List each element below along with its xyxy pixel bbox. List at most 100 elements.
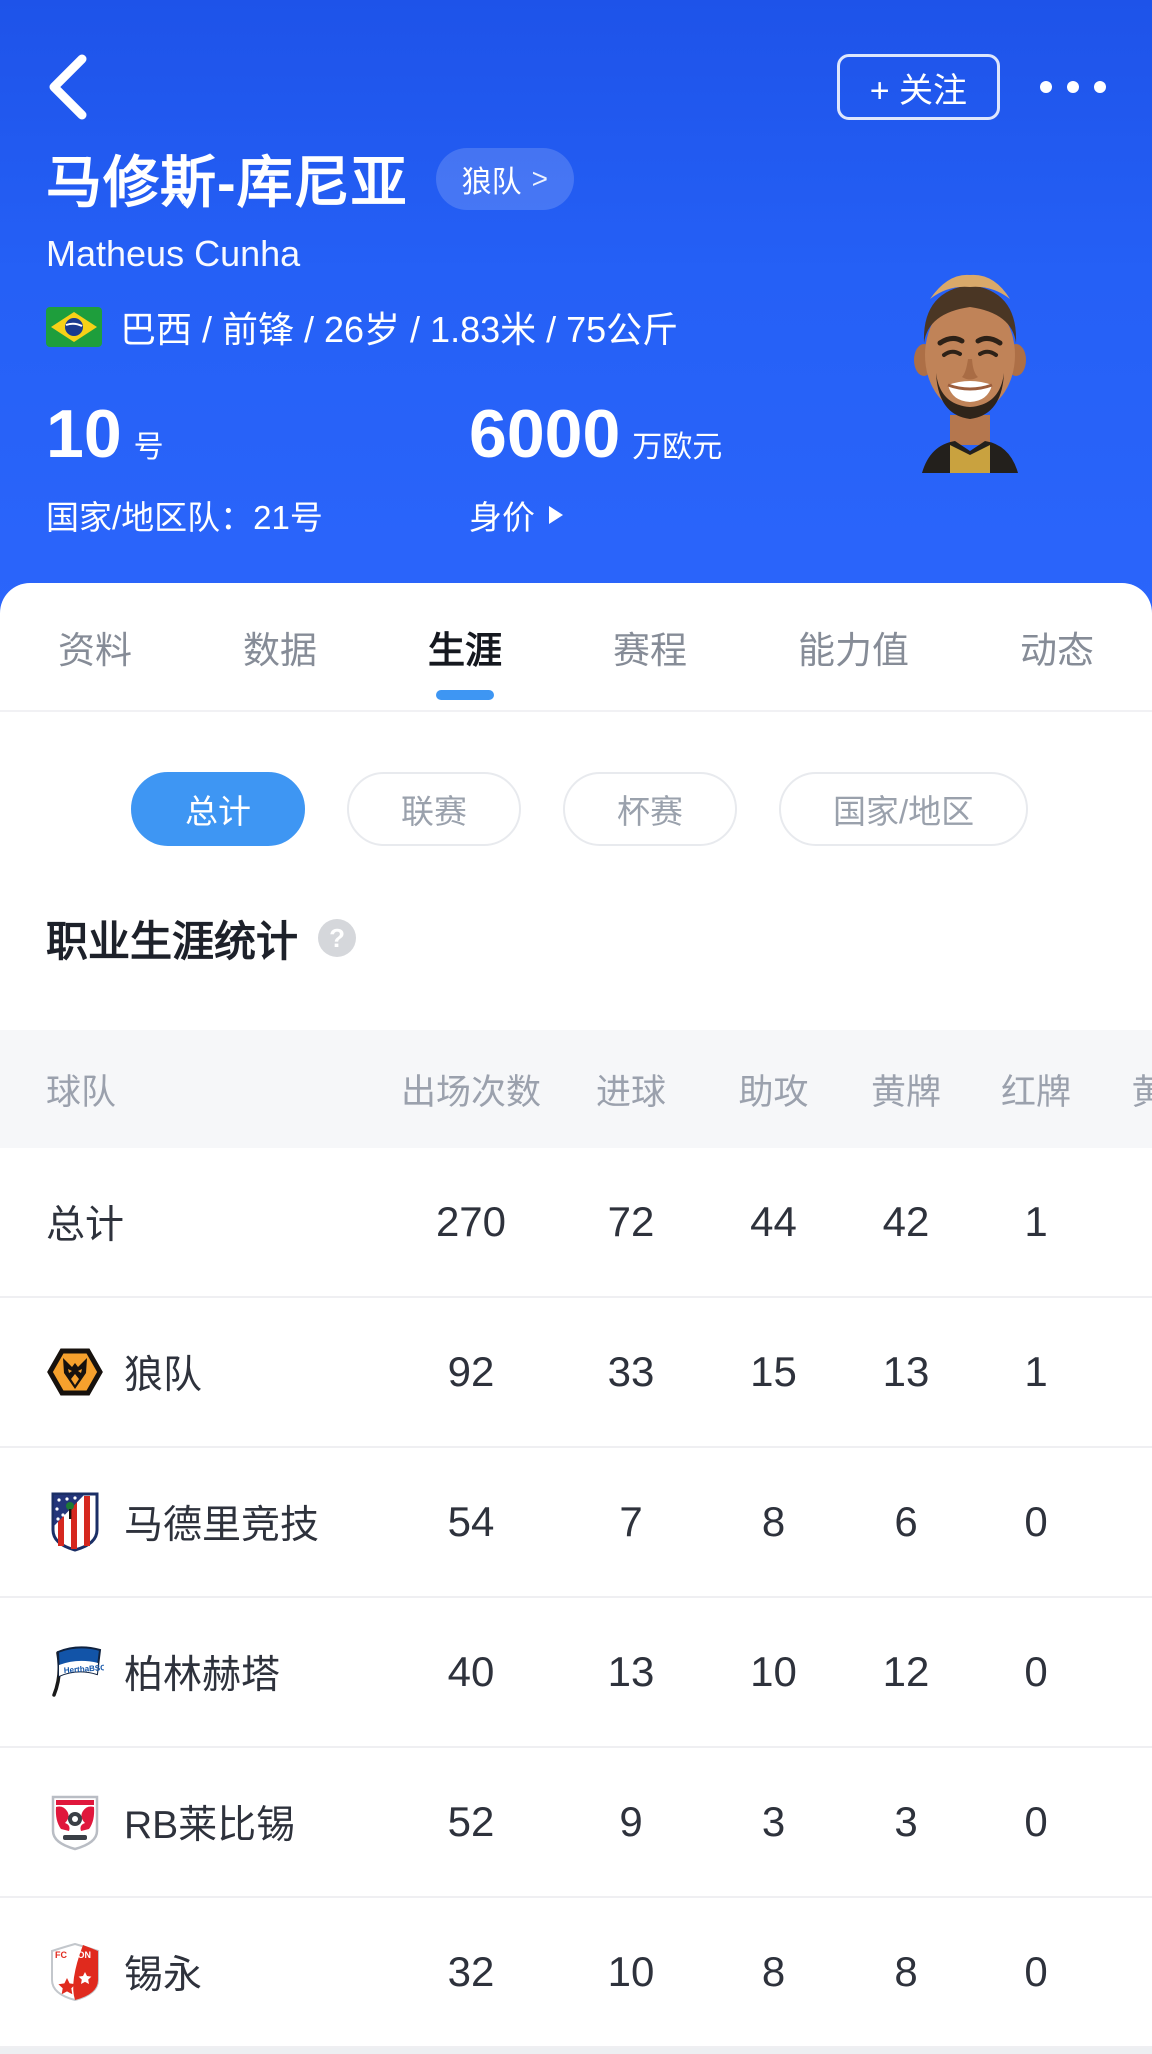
yellow-cards-value: 42 [882,1198,930,1245]
team-name: 狼队 [124,1354,203,1397]
filter-pill[interactable]: 杯赛 [563,772,737,846]
goals-value: 7 [619,1498,643,1545]
national-team-number: 国家/地区队：21号 [46,499,323,536]
table-row[interactable]: 马德里竞技 54 7 8 6 0 [0,1448,1152,1598]
svg-text:FC: FC [55,1950,67,1960]
red-cards-value: 0 [1024,1498,1048,1545]
table-body[interactable]: 总计 270 72 44 42 1 狼队 92 33 15 13 1 [0,1148,1152,2048]
assists-value: 10 [750,1648,797,1695]
team-logo-icon [46,1492,104,1552]
tab[interactable]: 赛程 [611,590,689,704]
yellow-cards-value: 13 [882,1348,930,1395]
market-value-label: 身价 [469,499,535,536]
table-row[interactable]: RB莱比锡 52 9 3 3 0 [0,1748,1152,1898]
back-arrow-icon [49,54,87,120]
chevron-right-icon: > [531,162,549,194]
red-cards-value: 0 [1024,1798,1048,1845]
appearances-value: 92 [447,1348,495,1395]
more-options-button[interactable] [1040,71,1106,103]
market-value-unit: 万欧元 [632,431,723,464]
red-cards-value: 0 [1024,1648,1048,1695]
team-logo-icon: HerthaBSC [46,1643,104,1701]
yellow-cards-value: 6 [894,1498,918,1545]
filter-pills: 总计 联赛 杯赛 国家/地区 [131,772,1152,846]
column-clipped: 黄 [1131,1072,1152,1112]
tab[interactable]: 数据 [241,590,319,704]
goals-value: 9 [619,1798,643,1845]
follow-button[interactable]: + 关注 [836,54,1000,120]
filter-pill-label: 杯赛 [617,793,683,830]
column-goals: 进球 [595,1072,666,1112]
yellow-cards-value: 3 [894,1798,918,1845]
player-header: + 关注 马修斯-库尼亚 狼队 > Matheus Cunha 巴西 / 前锋 … [0,0,1152,613]
column-red-cards: 红牌 [1000,1072,1071,1112]
back-button[interactable] [46,52,106,122]
assists-value: 8 [761,1498,786,1545]
team-logo-icon [46,1343,104,1401]
team-name: 锡永 [124,1954,203,1997]
filter-pill[interactable]: 联赛 [347,772,521,846]
top-bar: + 关注 [46,0,1106,122]
tab[interactable]: 动态 [1018,590,1096,704]
appearances-value: 32 [447,1948,495,1995]
tab[interactable]: 能力值 [796,590,911,704]
assists-value: 15 [750,1348,797,1395]
tab-label: 数据 [243,629,317,671]
filter-pill-label: 国家/地区 [833,793,975,830]
goals-value: 10 [607,1948,655,1995]
appearances-value: 54 [447,1498,495,1545]
red-cards-value: 1 [1024,1348,1048,1395]
yellow-cards-value: 8 [894,1948,918,1995]
team-badge[interactable]: 狼队 > [435,147,575,210]
team-badge-label: 狼队 [461,165,522,199]
appearances-value: 52 [447,1798,495,1845]
market-value: 6000 [469,396,621,472]
red-cards-value: 0 [1024,1948,1048,1995]
bottom-divider-band [0,2048,1152,2054]
tab[interactable]: 资料 [56,590,134,704]
team-name: 马德里竞技 [124,1504,320,1547]
tab-bar: 资料 数据 生涯 赛程 能力值 动态 [0,583,1152,712]
assists-value: 8 [761,1948,786,1995]
player-info-row: 巴西 / 前锋 / 26岁 / 1.83米 / 75公斤 [46,301,1106,353]
yellow-cards-value: 12 [882,1648,930,1695]
table-row[interactable]: FC SION 锡永 32 10 8 8 0 [0,1898,1152,2048]
filter-pill[interactable]: 国家/地区 [779,772,1029,846]
tab-label: 生涯 [428,629,502,671]
goals-value: 33 [607,1348,655,1395]
appearances-value: 270 [435,1198,507,1245]
team-logo-icon: FC SION [46,1942,104,2002]
tab[interactable]: 生涯 [426,590,504,704]
team-cell: 总计 [46,1194,386,1250]
shirt-number-block: 10 号 国家/地区队：21号 [46,395,469,539]
team-name: RB莱比锡 [124,1804,296,1847]
market-value-block[interactable]: 6000 万欧元 身价 [469,395,722,539]
dot-icon [1040,81,1052,93]
triangle-right-icon [549,506,563,524]
team-cell: HerthaBSC 柏林赫塔 [46,1643,386,1701]
filter-pill[interactable]: 总计 [131,772,305,846]
content-card: 资料 数据 生涯 赛程 能力值 动态 总计 联赛 杯赛 国家/地区 职业生涯统计 ? 球队 出场… [0,583,1152,2054]
brazil-flag-icon [46,307,102,347]
help-icon[interactable]: ? [318,919,357,957]
column-assists: 助攻 [738,1072,809,1112]
player-photo [914,274,1026,473]
team-name: 总计 [46,1204,125,1247]
table-row[interactable]: 狼队 92 33 15 13 1 [0,1298,1152,1448]
table-row[interactable]: 总计 270 72 44 42 1 [0,1148,1152,1298]
svg-text:HerthaBSC: HerthaBSC [64,1663,104,1675]
tab-label: 资料 [58,629,132,671]
table-row[interactable]: HerthaBSC 柏林赫塔 40 13 10 12 0 [0,1598,1152,1748]
goals-value: 72 [607,1198,655,1245]
player-name-cn: 马修斯-库尼亚 [46,151,408,214]
assists-value: 44 [750,1198,797,1245]
svg-text:SION: SION [69,1950,91,1960]
column-yellow-cards: 黄牌 [870,1072,941,1112]
player-info-text: 巴西 / 前锋 / 26岁 / 1.83米 / 75公斤 [120,309,679,350]
red-cards-value: 1 [1024,1198,1048,1245]
player-name-en: Matheus Cunha [46,233,301,274]
team-cell: RB莱比锡 [46,1793,386,1851]
shirt-number: 10 [46,396,122,472]
assists-value: 3 [761,1798,786,1845]
